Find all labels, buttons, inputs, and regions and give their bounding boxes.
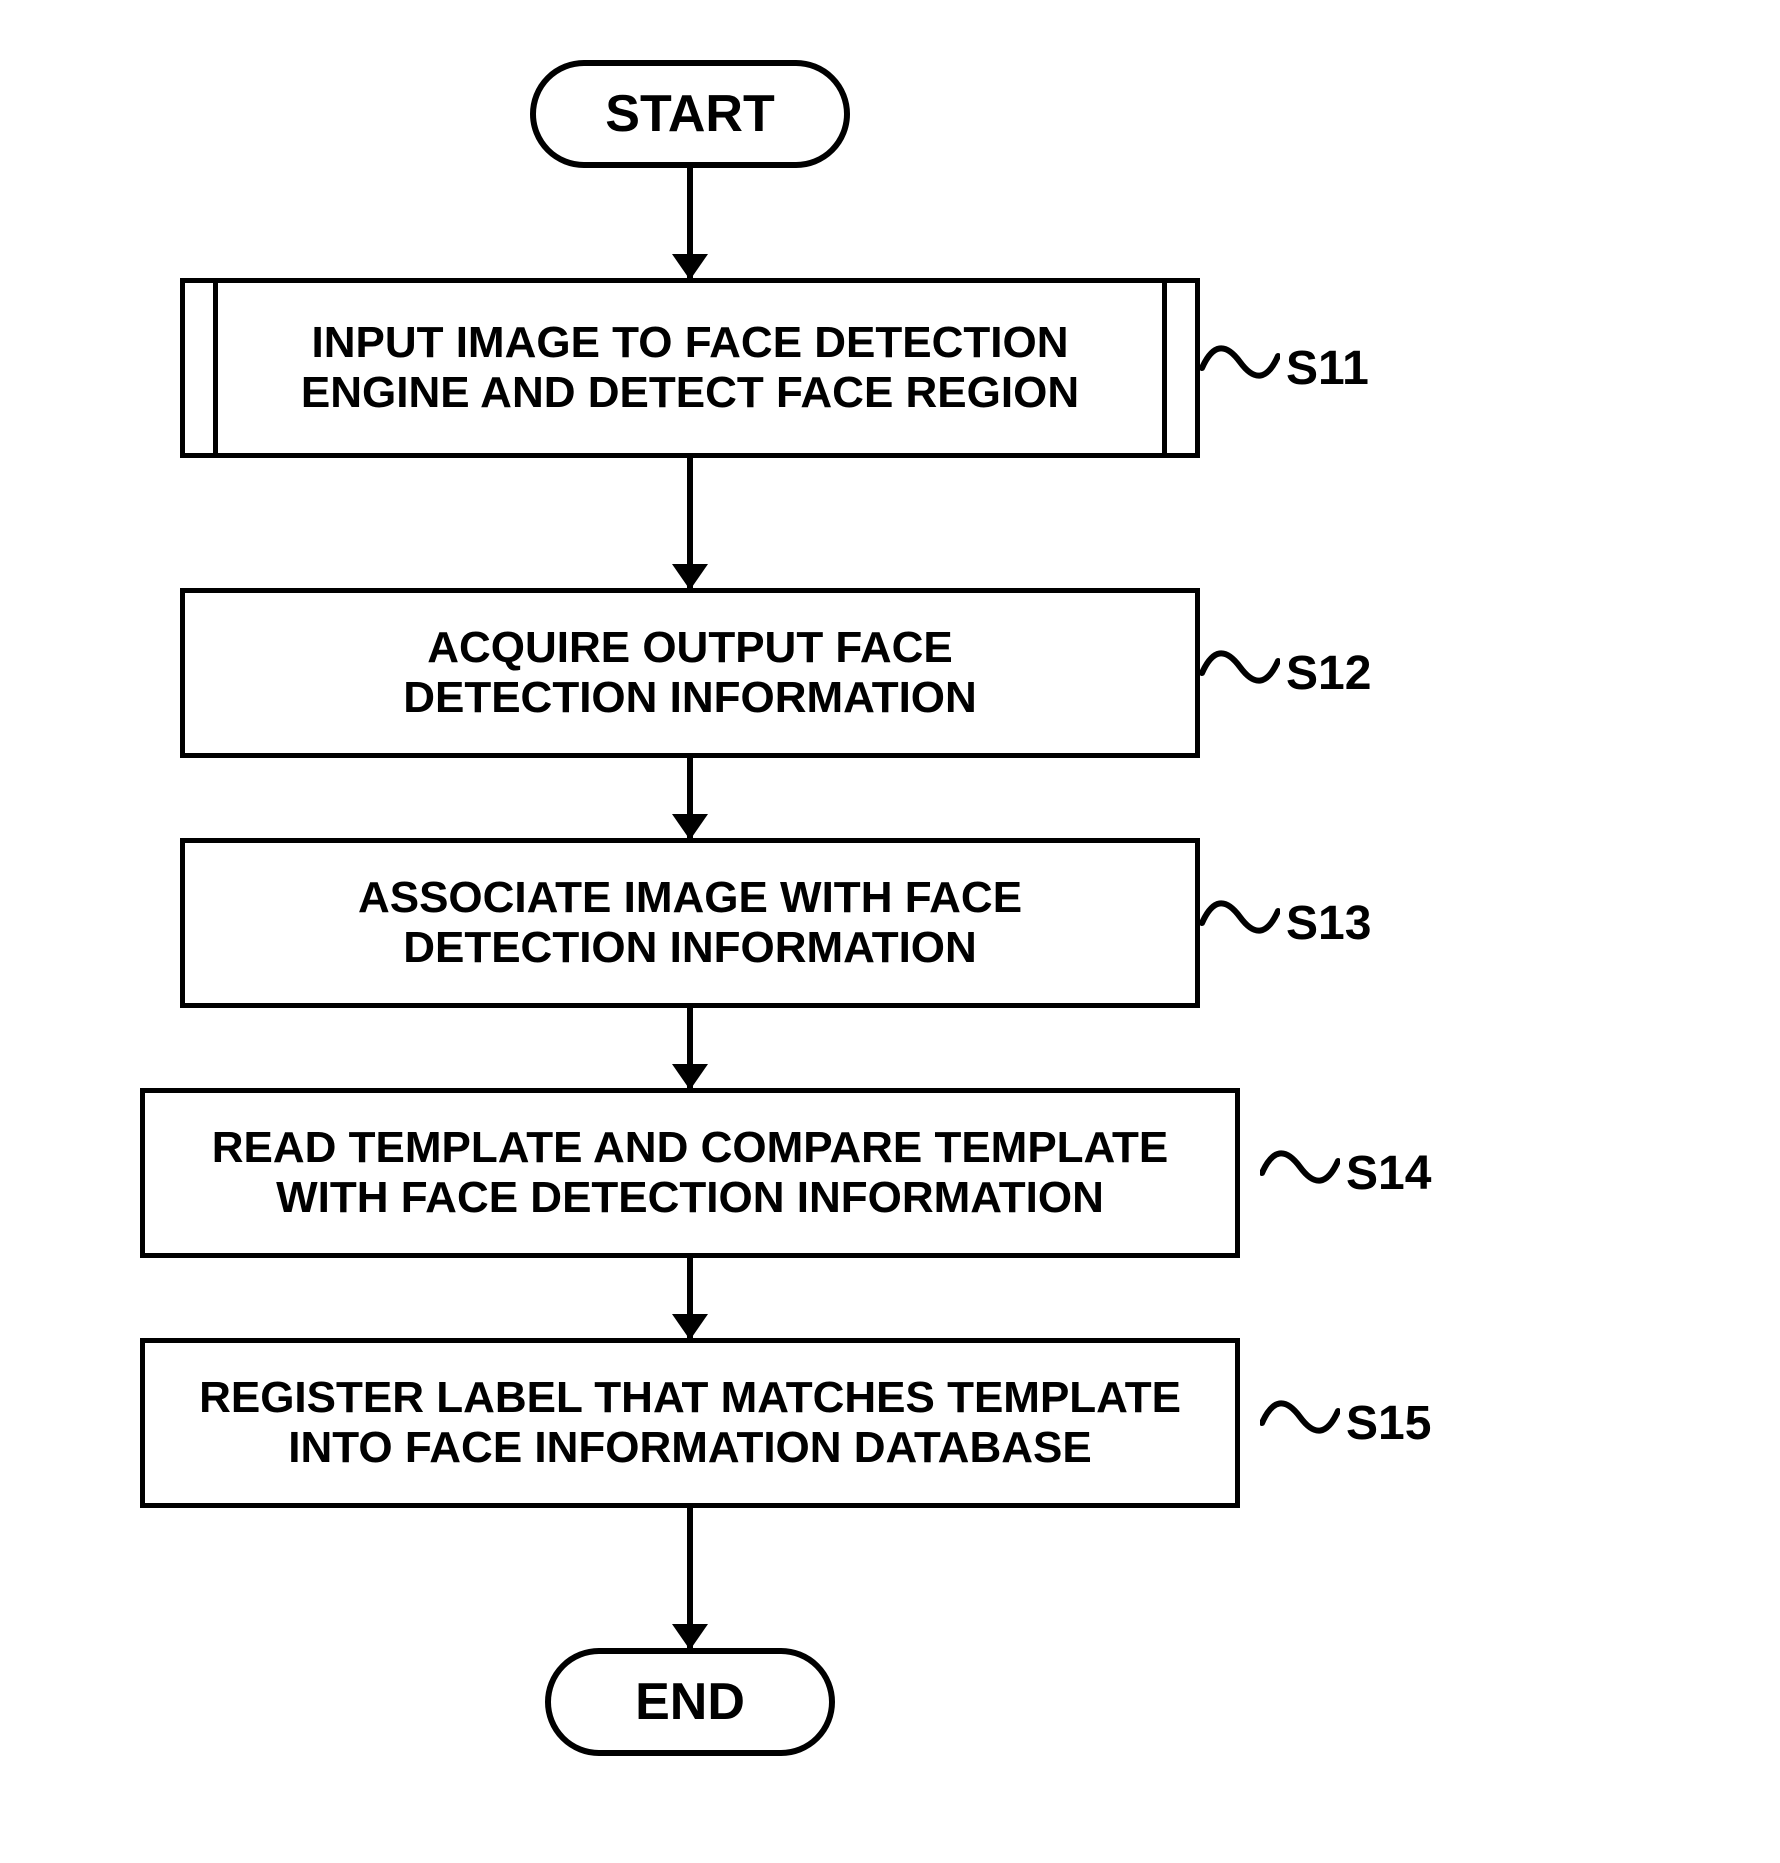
step-s14-label: S14 [1260,1145,1431,1201]
step-s14-label-text: S14 [1346,1146,1431,1201]
step-s12-label-text: S12 [1286,646,1371,701]
arrow-s15-end [687,1508,693,1648]
arrow-s13-s14 [687,1008,693,1088]
step-s12-label: S12 [1200,645,1371,701]
step-s12-box: ACQUIRE OUTPUT FACE DETECTION INFORMATIO… [180,588,1200,758]
step-s15-label-text: S15 [1346,1396,1431,1451]
step-s14-line1: READ TEMPLATE AND COMPARE TEMPLATE [212,1123,1169,1173]
step-s13-line2: DETECTION INFORMATION [358,923,1022,973]
step-s11-line1: INPUT IMAGE TO FACE DETECTION [301,318,1079,368]
row-s14: READ TEMPLATE AND COMPARE TEMPLATE WITH … [140,1088,1240,1258]
arrow-start-s11 [687,168,693,278]
row-s11: INPUT IMAGE TO FACE DETECTION ENGINE AND… [140,278,1240,458]
tilde-icon [1260,1395,1340,1451]
step-s13-box: ASSOCIATE IMAGE WITH FACE DETECTION INFO… [180,838,1200,1008]
tilde-icon [1200,895,1280,951]
step-s15-line1: REGISTER LABEL THAT MATCHES TEMPLATE [199,1373,1181,1423]
row-s13: ASSOCIATE IMAGE WITH FACE DETECTION INFO… [140,838,1240,1008]
step-s13-label-text: S13 [1286,896,1371,951]
flowchart-container: START INPUT IMAGE TO FACE DETECTION ENGI… [140,60,1640,1756]
step-s11-label: S11 [1200,340,1369,396]
tilde-icon [1200,645,1280,701]
step-s13-line1: ASSOCIATE IMAGE WITH FACE [358,873,1022,923]
step-s12-line2: DETECTION INFORMATION [403,673,977,723]
row-s12: ACQUIRE OUTPUT FACE DETECTION INFORMATIO… [140,588,1240,758]
step-s15-line2: INTO FACE INFORMATION DATABASE [199,1423,1181,1473]
step-s11-box: INPUT IMAGE TO FACE DETECTION ENGINE AND… [180,278,1200,458]
start-terminator: START [530,60,850,168]
step-s11-label-text: S11 [1286,341,1369,396]
arrow-s11-s12 [687,458,693,588]
tilde-icon [1200,340,1280,396]
arrow-s14-s15 [687,1258,693,1338]
step-s15-label: S15 [1260,1395,1431,1451]
step-s15-box: REGISTER LABEL THAT MATCHES TEMPLATE INT… [140,1338,1240,1508]
arrow-s12-s13 [687,758,693,838]
step-s11-line2: ENGINE AND DETECT FACE REGION [301,368,1079,418]
step-s14-line2: WITH FACE DETECTION INFORMATION [212,1173,1169,1223]
end-terminator: END [545,1648,835,1756]
flow-column: START INPUT IMAGE TO FACE DETECTION ENGI… [140,60,1240,1756]
step-s14-box: READ TEMPLATE AND COMPARE TEMPLATE WITH … [140,1088,1240,1258]
row-s15: REGISTER LABEL THAT MATCHES TEMPLATE INT… [140,1338,1240,1508]
row-start: START [530,60,850,168]
step-s12-line1: ACQUIRE OUTPUT FACE [403,623,977,673]
step-s13-label: S13 [1200,895,1371,951]
row-end: END [545,1648,835,1756]
tilde-icon [1260,1145,1340,1201]
